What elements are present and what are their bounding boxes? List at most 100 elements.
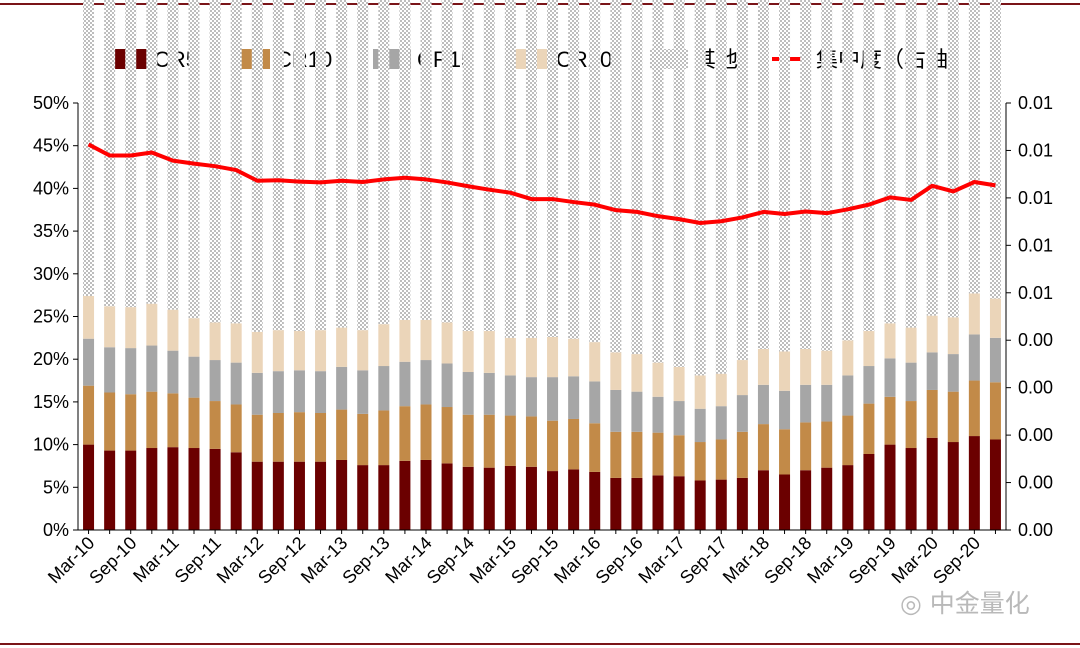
- bar-CR10-Dec-15: [568, 418, 580, 470]
- bar-CR5-Sep-11: [209, 448, 221, 530]
- x-tick-label: Sep-10: [85, 533, 140, 588]
- bar-CR10-Sep-19: [884, 396, 896, 445]
- bar-CR15-Jun-12: [272, 371, 284, 414]
- bar-CR15-Mar-17: [673, 401, 685, 436]
- bar-CR10-Jun-15: [525, 416, 537, 467]
- x-tick-label: Sep-13: [338, 533, 393, 588]
- bar-其他-Dec-18: [821, 0, 833, 351]
- bar-其他-Mar-10: [83, 0, 95, 296]
- bar-其他-Sep-15: [547, 0, 559, 337]
- bar-CR5-Mar-11: [167, 447, 179, 530]
- bar-CR20-Dec-16: [652, 362, 664, 397]
- bar-CR20-Mar-14: [420, 319, 432, 361]
- bar-CR15-Sep-13: [378, 366, 390, 411]
- bar-CR20-Jun-14: [441, 322, 453, 364]
- bar-CR20-Sep-17: [715, 373, 727, 407]
- bar-CR10-Mar-11: [167, 393, 179, 448]
- bar-CR5-Jun-14: [441, 463, 453, 530]
- bar-CR15-Sep-18: [800, 384, 812, 423]
- bar-CR15-Sep-17: [715, 406, 727, 440]
- x-tick-label: Sep-17: [676, 533, 731, 588]
- axes: 0% 5% 10% 15% 20% 25% 30% 35% 40% 45% 50% 0.00 0.00 0…: [33, 93, 1053, 588]
- bar-CR5-Sep-10: [125, 450, 137, 530]
- bar-CR15-Mar-11: [167, 350, 179, 394]
- bar-CR5-Jun-12: [272, 461, 284, 530]
- bar-CR15-Jun-20: [947, 354, 959, 392]
- bar-CR20-Sep-16: [631, 354, 643, 392]
- concentration-line: [87, 142, 996, 225]
- bar-CR20-Sep-11: [209, 322, 221, 361]
- bar-CR10-Mar-10: [83, 385, 95, 445]
- bar-CR15-Mar-13: [336, 366, 348, 410]
- right-tick-label: 0.01: [1018, 93, 1053, 113]
- bar-其他-Jun-14: [441, 0, 453, 323]
- bar-CR5-Jun-15: [525, 466, 537, 530]
- bar-CR10-Dec-14: [483, 414, 495, 468]
- left-tick-label: 5%: [43, 477, 69, 497]
- bar-CR5-Jun-17: [694, 480, 706, 530]
- bars: [83, 0, 1001, 530]
- bar-CR5-Dec-20: [989, 439, 1001, 530]
- bar-其他-Mar-14: [420, 0, 432, 320]
- bar-CR15-Jun-17: [694, 408, 706, 443]
- bar-CR15-Jun-13: [357, 370, 369, 414]
- bar-CR5-Dec-18: [821, 467, 833, 530]
- bar-CR10-Dec-11: [230, 404, 242, 453]
- bar-CR15-Dec-17: [736, 395, 748, 432]
- bar-其他-Jun-19: [863, 0, 875, 332]
- bar-CR5-Jun-10: [104, 450, 116, 530]
- bar-CR10-Jun-10: [104, 392, 116, 451]
- bar-其他-Dec-13: [399, 0, 411, 320]
- bar-CR15-Dec-13: [399, 361, 411, 407]
- bar-CR10-Dec-12: [315, 413, 327, 462]
- bar-CR5-Mar-12: [251, 461, 263, 530]
- bar-CR15-Jun-15: [525, 377, 537, 417]
- bar-其他-Jun-15: [525, 0, 537, 338]
- bar-CR20-Dec-12: [315, 330, 327, 372]
- bar-CR20-Mar-20: [926, 315, 938, 353]
- bar-CR10-Jun-14: [441, 407, 453, 464]
- bar-CR5-Mar-13: [336, 459, 348, 530]
- bar-CR20-Mar-18: [757, 348, 769, 385]
- bar-其他-Dec-16: [652, 0, 664, 363]
- bar-CR10-Dec-16: [652, 432, 664, 476]
- bar-CR5-Mar-10: [83, 444, 95, 530]
- bar-CR20-Dec-10: [146, 303, 158, 346]
- bar-CR10-Sep-15: [547, 420, 559, 472]
- bar-CR5-Dec-17: [736, 477, 748, 530]
- right-tick-label: 0.01: [1018, 140, 1053, 160]
- left-tick-label: 30%: [33, 264, 69, 284]
- bar-其他-Dec-19: [905, 0, 917, 328]
- bar-CR5-Dec-19: [905, 448, 917, 530]
- x-tick-label: Sep-18: [760, 533, 815, 588]
- bar-CR15-Dec-16: [652, 396, 664, 433]
- top-border: [0, 3, 1080, 5]
- bar-CR15-Jun-14: [441, 363, 453, 408]
- bar-CR10-Sep-13: [378, 410, 390, 466]
- bar-CR10-Dec-13: [399, 406, 411, 461]
- bar-CR15-Sep-12: [293, 370, 305, 413]
- bar-其他-Jun-12: [272, 0, 284, 331]
- bar-其他-Mar-13: [336, 0, 348, 328]
- bar-其他-Dec-20: [989, 0, 1001, 299]
- bar-CR5-Mar-20: [926, 437, 938, 530]
- bar-其他-Mar-16: [589, 0, 601, 343]
- bar-CR5-Dec-13: [399, 460, 411, 530]
- bar-CR20-Jun-20: [947, 317, 959, 355]
- bar-CR20-Mar-19: [842, 340, 854, 376]
- bar-CR15-Dec-11: [230, 362, 242, 405]
- left-tick-label: 10%: [33, 435, 69, 455]
- bar-CR10-Jun-13: [357, 413, 369, 466]
- bar-CR5-Mar-16: [589, 471, 601, 530]
- bar-CR20-Dec-13: [399, 319, 411, 362]
- bar-CR15-Jun-11: [188, 356, 200, 398]
- bar-CR5-Jun-13: [357, 465, 369, 530]
- bar-CR15-Dec-12: [315, 371, 327, 414]
- bar-CR10-Sep-16: [631, 431, 643, 478]
- bar-CR10-Mar-17: [673, 435, 685, 477]
- bar-CR5-Jun-18: [779, 474, 791, 530]
- bar-CR20-Jun-13: [357, 330, 369, 371]
- bar-CR20-Sep-15: [547, 337, 559, 378]
- bar-CR20-Sep-14: [462, 331, 474, 373]
